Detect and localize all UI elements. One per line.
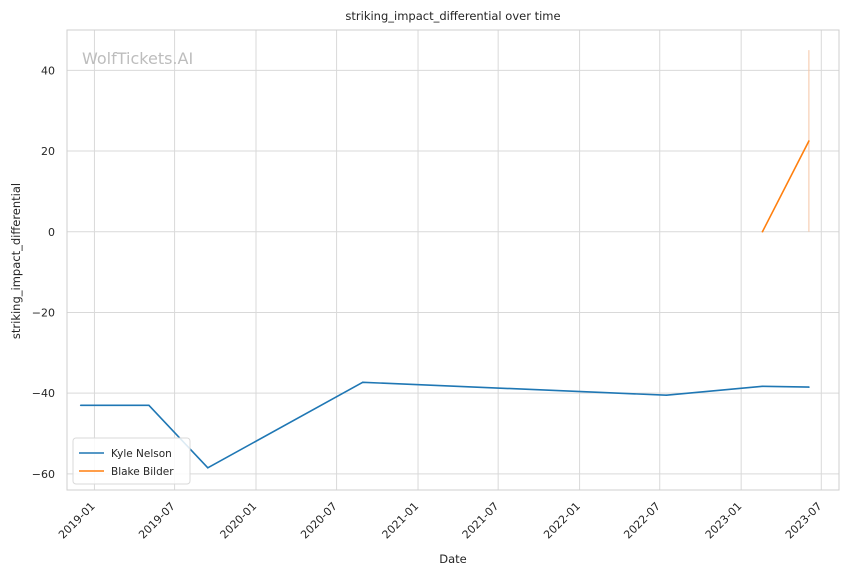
legend-box	[72, 437, 191, 485]
y-tick-label-60: −60	[32, 468, 55, 481]
plot-area-frame	[66, 29, 840, 491]
data-point-kyle-nelson-1	[148, 404, 150, 407]
series-layer	[79, 50, 810, 469]
data-point-kyle-nelson-0	[79, 404, 82, 407]
y-tick-label-0: 0	[48, 226, 55, 239]
watermark-text: WolfTickets.AI	[82, 49, 193, 68]
legend: Kyle Nelson Blake Bilder	[72, 437, 191, 485]
y-tick-label-20: −20	[32, 306, 55, 319]
data-point-kyle-nelson-4	[665, 394, 668, 396]
data-point-kyle-nelson-6	[808, 386, 810, 388]
data-point-kyle-nelson-2	[206, 467, 209, 469]
legend-label-blake-bilder: Blake Bilder	[111, 466, 174, 478]
y-tick-label-40: −40	[32, 387, 55, 400]
x-axis-title: Date	[439, 552, 467, 566]
data-point-kyle-nelson-3	[361, 381, 364, 384]
data-point-blake-bilder-1	[808, 140, 810, 142]
grid	[67, 30, 839, 490]
legend-label-kyle-nelson: Kyle Nelson	[111, 448, 172, 460]
y-tick-label-40: 40	[41, 64, 55, 77]
chart-title: striking_impact_differential over time	[345, 9, 560, 23]
series-line-blake-bilder	[761, 140, 810, 233]
y-axis-title: striking_impact_differential	[9, 183, 23, 339]
data-point-kyle-nelson-5	[761, 385, 764, 388]
data-point-blake-bilder-0	[761, 230, 764, 233]
y-tick-label-20: 20	[41, 145, 55, 158]
